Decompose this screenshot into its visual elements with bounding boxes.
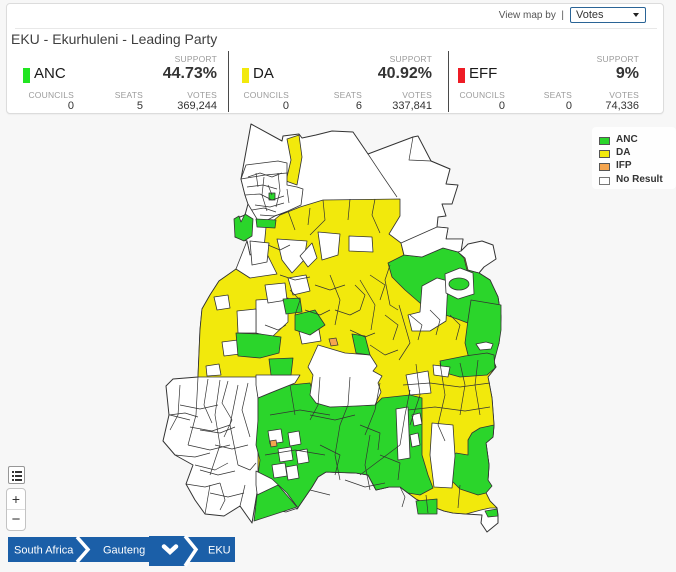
svg-text:EKU: EKU [208, 545, 231, 557]
svg-text:South Africa: South Africa [14, 545, 74, 557]
svg-text:Gauteng: Gauteng [103, 545, 145, 557]
